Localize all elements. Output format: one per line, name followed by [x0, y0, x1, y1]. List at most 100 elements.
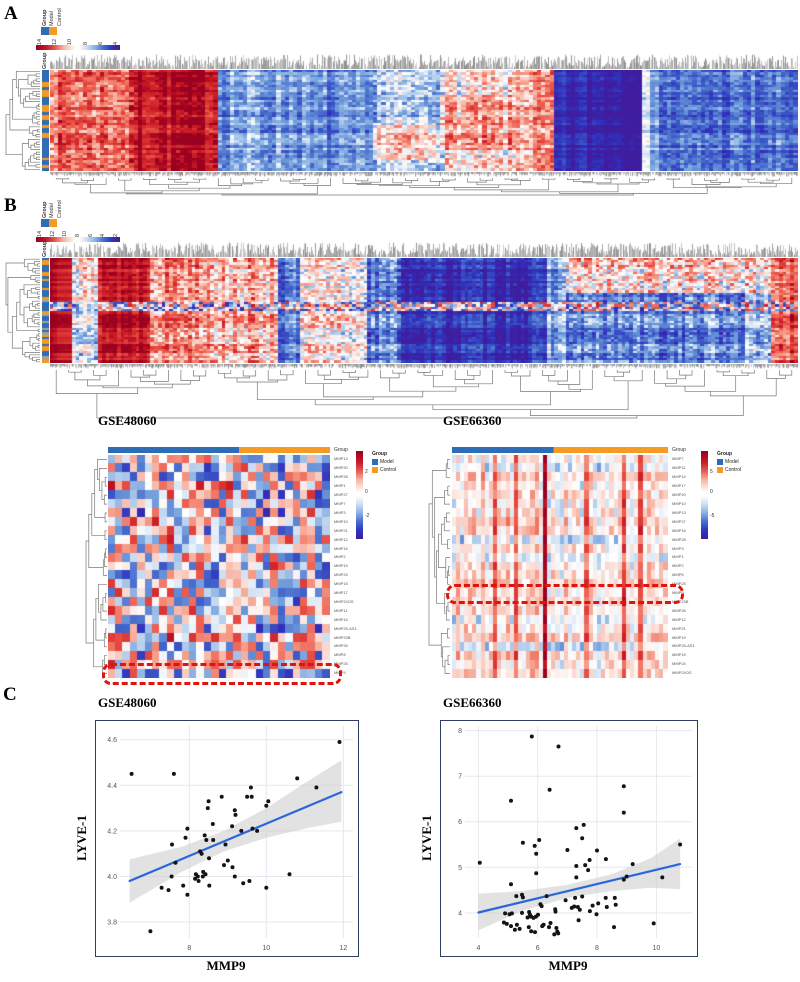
gse48060-mmp9-highlight-box [102, 663, 342, 685]
panel-b-column-sample-labels [50, 242, 798, 257]
gene-row-label: MMP26 [334, 643, 348, 649]
svg-text:4.2: 4.2 [107, 828, 117, 835]
panel-b-column-dendrogram [55, 370, 793, 419]
gene-row-label: MMP20 [334, 465, 348, 471]
svg-text:12: 12 [340, 945, 348, 952]
gse48060-group-annotation-bar [108, 447, 330, 453]
gene-row-label: MMP2 [334, 554, 346, 560]
gse48060-scatter-plot: 8 10 12 3.8 4.0 4.2 4.4 4.6 [95, 720, 359, 957]
gene-row-label: MMP13 [334, 456, 348, 462]
gene-row-label: MMP16 [672, 527, 686, 533]
gse66360-x-axis-label: MMP9 [548, 958, 588, 973]
gene-row-label: MMP24 [334, 572, 348, 578]
gene-row-label: MMP15 [672, 652, 686, 658]
svg-text:6: 6 [536, 945, 540, 952]
model-color-swatch [41, 219, 49, 227]
gene-row-label: MMP19 [334, 563, 348, 569]
panel-a-column-sample-labels [50, 54, 798, 69]
panel-a-legend-model-label: Model [49, 11, 55, 26]
panel-b-legend-model-label: Model [49, 203, 55, 218]
gene-row-label: MMP28 [672, 536, 686, 542]
gene-row-label: MMP3 [672, 545, 684, 551]
gene-row-label: MMP14 [672, 474, 686, 480]
gene-row-label: MMP1 [334, 483, 346, 489]
gene-row-label: MMP25 [334, 661, 348, 667]
gene-row-label: MMP24OS [334, 598, 354, 604]
gene-row-label: MMP25-AS1 [334, 625, 357, 631]
panel-a-label: A [4, 3, 18, 24]
gene-row-label: MMP8 [672, 572, 684, 578]
colorbar-tick-label: -2 [365, 513, 370, 519]
gse48060-y-axis-label: LYVE-1 [74, 815, 89, 861]
svg-text:4.0: 4.0 [107, 874, 117, 881]
gse66360-row-dendrogram [428, 459, 450, 674]
panel-a-column-dendrogram [55, 178, 793, 196]
svg-text:7: 7 [458, 774, 462, 781]
control-color-swatch [717, 467, 723, 473]
gse48060-row-dendrogram [85, 459, 107, 674]
gene-row-label: MMP8 [334, 652, 346, 658]
gse48060-heatmap [108, 455, 330, 678]
gse48060-scatter-title: GSE48060 [98, 695, 157, 710]
svg-text:8: 8 [187, 945, 191, 952]
gene-row-label: MMP27 [672, 518, 686, 524]
panel-a-legend-control-label: Control [57, 8, 63, 26]
control-color-swatch [49, 219, 57, 227]
model-color-swatch [717, 459, 723, 465]
gene-row-label: MMP7 [334, 500, 346, 506]
gene-row-label: MMP21 [672, 625, 686, 631]
gse48060-annotation-group-label: Group [334, 447, 348, 453]
gene-row-label: MMP25-AS1 [672, 643, 695, 649]
gene-row-label: MMP15 [334, 581, 348, 587]
svg-text:3.8: 3.8 [107, 920, 117, 927]
panel-b-bottom-labels [50, 364, 798, 369]
control-color-swatch [49, 27, 57, 35]
svg-text:10: 10 [653, 945, 661, 952]
panel-a-legend-group-title: Group [42, 9, 48, 27]
gse66360-colorbar [701, 451, 708, 539]
panel-b-colorbar [36, 237, 120, 242]
panel-c-label: C [3, 684, 17, 705]
colorbar-tick-label: 5 [710, 469, 713, 475]
legend-group-title: Group [717, 451, 732, 457]
svg-text:4: 4 [458, 910, 462, 917]
gse66360-y-axis-label: LYVE-1 [419, 815, 434, 861]
model-label: Model [725, 458, 739, 465]
gse48060-x-axis-label: MMP9 [206, 958, 246, 973]
panel-a-group-annotation-strip [42, 70, 49, 171]
gene-row-label: MMP11 [334, 607, 348, 613]
gene-row-label: MMP7 [672, 456, 684, 462]
gene-row-label: MMP10 [334, 518, 348, 524]
model-label: Model [380, 458, 394, 465]
gse48060-colorbar-ticks: 2 0 -2 [365, 451, 379, 539]
svg-text:4.4: 4.4 [107, 783, 117, 790]
panel-b-legend-group-title: Group [42, 201, 48, 219]
gse48060-colorbar [356, 451, 363, 539]
legend-group-title: Group [372, 451, 387, 457]
panel-a-legend: Group Model Control 14 12 10 8 6 4 [36, 4, 156, 66]
svg-text:8: 8 [458, 728, 462, 735]
svg-text:4.6: 4.6 [107, 737, 117, 744]
panel-a-heatmap [50, 70, 798, 171]
gse48060-scatter-canvas: 8 10 12 3.8 4.0 4.2 4.4 4.6 [107, 726, 353, 952]
gene-row-label: MMP28 [334, 474, 348, 480]
gse66360-group-legend: Group Model Control [717, 451, 741, 474]
gene-row-label: MMP1 [672, 554, 684, 560]
colorbar-tick-label: 2 [365, 469, 368, 475]
gse48060-gene-labels: MMP13 MMP20 MMP28 MMP1 MMP27 MMP7 MMP3 MMP10 MMP… [334, 455, 357, 678]
gse66360-colorbar-ticks: 5 0 -5 [710, 451, 724, 539]
gene-row-label: MMP11 [672, 465, 686, 471]
model-color-swatch [372, 459, 378, 465]
gene-row-label: MMP12 [334, 536, 348, 542]
colorbar-tick-label: -5 [710, 513, 715, 519]
gene-row-label: MMP17 [334, 590, 348, 596]
panel-b-heatmap [50, 258, 798, 363]
gene-row-label: MMP21 [334, 527, 348, 533]
gene-row-label: MMP24 [672, 661, 686, 667]
gse66360-group-annotation-bar [452, 447, 668, 453]
panel-a-row-dendrogram [5, 70, 40, 171]
panel-b-rowstrip-group-label: Group [42, 240, 48, 258]
gene-row-label: MMP10 [672, 500, 686, 506]
gene-row-label: MMP25 [672, 581, 686, 587]
panel-b-row-dendrogram [5, 258, 40, 363]
